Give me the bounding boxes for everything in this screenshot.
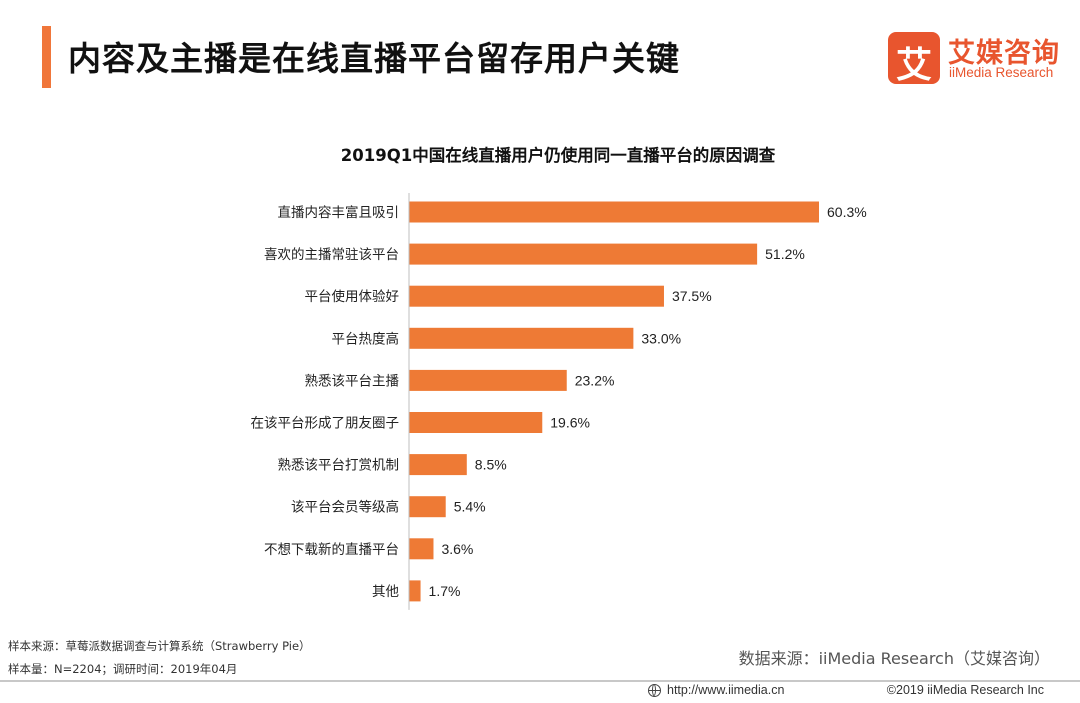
- page-title: 内容及主播是在线直播平台留存用户关键: [68, 39, 680, 78]
- sample-source-note: 样本来源：草莓派数据调查与计算系统（Strawberry Pie）: [8, 639, 311, 653]
- logo-mark-icon: 艾: [888, 32, 940, 86]
- footer-copyright: ©2019 iiMedia Research Inc: [886, 683, 1044, 697]
- bar: [409, 454, 467, 476]
- value-label: 37.5%: [672, 288, 712, 304]
- value-label: 23.2%: [575, 372, 615, 388]
- category-label: 在该平台形成了朋友圈子: [251, 416, 400, 432]
- bar: [409, 496, 446, 518]
- globe-icon: [648, 684, 661, 697]
- title-accent-bar: [42, 26, 51, 88]
- category-label: 其他: [372, 584, 399, 600]
- footer-url[interactable]: http://www.iimedia.cn: [648, 683, 784, 697]
- bar: [409, 243, 758, 265]
- bar: [409, 369, 567, 391]
- category-label: 平台使用体验好: [305, 288, 400, 305]
- category-label: 平台热度高: [332, 330, 400, 347]
- bar: [409, 201, 819, 223]
- footer-url-text[interactable]: http://www.iimedia.cn: [667, 683, 785, 697]
- bar: [409, 412, 543, 433]
- value-label: 33.0%: [641, 330, 681, 346]
- logo-mark-char: 艾: [895, 45, 932, 86]
- category-label: 喜欢的主播常驻该平台: [264, 247, 399, 263]
- category-label: 该平台会员等级高: [291, 499, 399, 516]
- value-label: 60.3%: [827, 204, 867, 220]
- chart-title: 2019Q1中国在线直播用户仍使用同一直播平台的原因调查: [341, 145, 776, 165]
- category-label: 熟悉该平台打赏机制: [278, 457, 400, 474]
- value-label: 8.5%: [475, 457, 507, 473]
- data-source: 数据来源：iiMedia Research（艾媒咨询）: [738, 649, 1050, 668]
- logo-name-cn: 艾媒咨询: [948, 38, 1060, 69]
- sample-size-note: 样本量：N=2204；调研时间：2019年04月: [8, 662, 238, 676]
- value-label: 1.7%: [429, 583, 461, 599]
- category-label: 直播内容丰富且吸引: [278, 204, 400, 221]
- logo-name-en: iiMedia Research: [949, 65, 1054, 80]
- bar: [409, 580, 421, 602]
- bar: [409, 285, 664, 307]
- category-label: 熟悉该平台主播: [305, 373, 400, 389]
- footer-divider: [0, 680, 1080, 682]
- value-label: 5.4%: [454, 499, 486, 515]
- value-label: 19.6%: [550, 415, 590, 431]
- value-label: 51.2%: [765, 246, 805, 262]
- value-label: 3.6%: [441, 541, 473, 557]
- bar: [409, 538, 434, 560]
- bar: [409, 327, 634, 349]
- category-label: 不想下载新的直播平台: [264, 542, 399, 558]
- brand-logo: 艾 艾媒咨询 iiMedia Research: [888, 32, 1068, 88]
